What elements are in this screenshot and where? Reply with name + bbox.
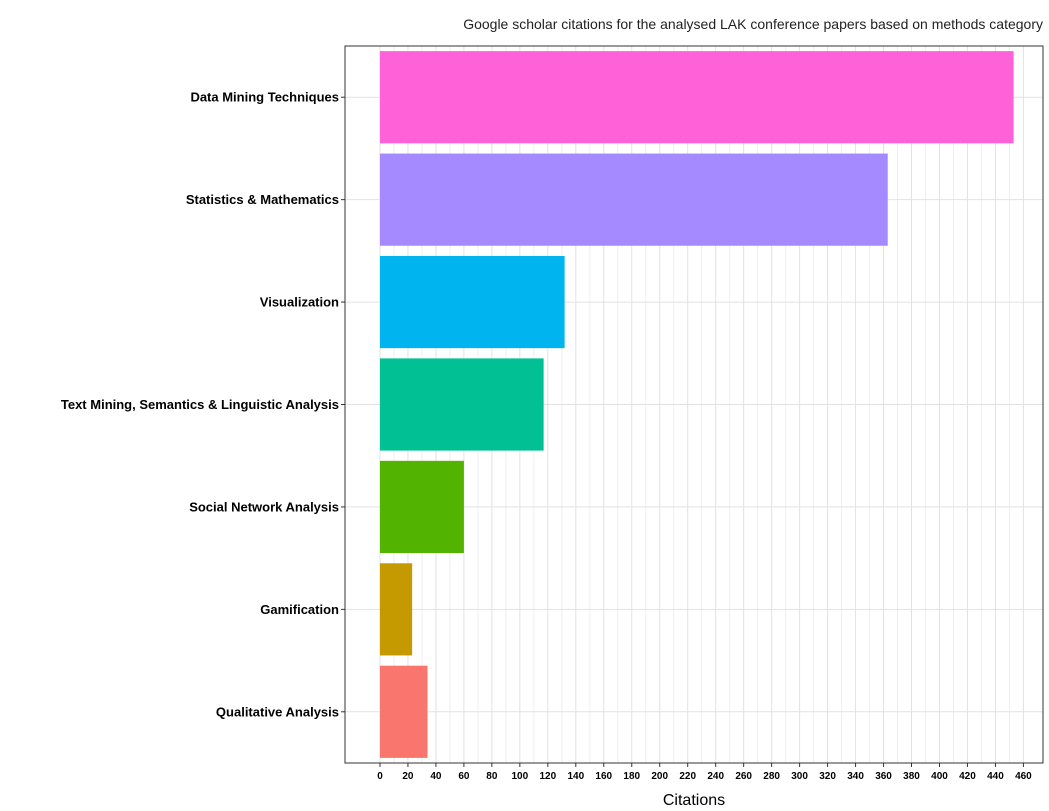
x-tick-label: 260	[735, 771, 752, 782]
y-tick-label: Statistics & Mathematics	[186, 192, 339, 207]
x-tick-label: 140	[567, 771, 584, 782]
chart-title: Google scholar citations for the analyse…	[463, 16, 1043, 32]
x-tick-label: 220	[679, 771, 696, 782]
x-tick-label: 440	[987, 771, 1004, 782]
x-tick-label: 400	[931, 771, 948, 782]
bars	[379, 51, 1014, 758]
bar	[379, 51, 1014, 144]
x-tick-label: 380	[903, 771, 920, 782]
x-tick-label: 120	[539, 771, 556, 782]
x-tick-label: 160	[595, 771, 612, 782]
y-tick-label: Gamification	[260, 602, 339, 617]
bar	[379, 460, 464, 554]
y-tick-label: Qualitative Analysis	[216, 704, 339, 719]
x-axis: 0 20 40 60 80 100 120 140 160 180 200 220 240 260 280 3…	[377, 763, 1032, 782]
x-tick-label: 240	[707, 771, 724, 782]
y-axis: Data Mining Techniques Statistics & Mathe…	[61, 90, 345, 719]
x-tick-label: 60	[458, 771, 470, 782]
x-tick-label: 20	[402, 771, 414, 782]
x-tick-label: 80	[486, 771, 498, 782]
bar	[379, 153, 888, 246]
x-tick-label: 40	[430, 771, 442, 782]
y-tick-label: Visualization	[260, 295, 339, 310]
bar	[379, 358, 544, 451]
x-tick-label: 180	[623, 771, 640, 782]
x-tick-label: 420	[959, 771, 976, 782]
y-tick-label: Text Mining, Semantics & Linguistic Anal…	[61, 397, 339, 412]
bar	[379, 563, 413, 656]
x-tick-label: 0	[377, 771, 383, 782]
x-tick-label: 320	[819, 771, 836, 782]
x-tick-label: 280	[763, 771, 780, 782]
x-tick-label: 360	[875, 771, 892, 782]
x-tick-label: 340	[847, 771, 864, 782]
y-tick-label: Data Mining Techniques	[190, 90, 339, 105]
y-tick-label: Social Network Analysis	[189, 499, 339, 514]
x-axis-title: Citations	[663, 792, 725, 809]
x-tick-label: 100	[512, 771, 529, 782]
bar	[379, 255, 565, 349]
x-tick-label: 460	[1015, 771, 1032, 782]
x-tick-label: 200	[651, 771, 668, 782]
bar	[379, 665, 428, 758]
x-tick-label: 300	[791, 771, 808, 782]
